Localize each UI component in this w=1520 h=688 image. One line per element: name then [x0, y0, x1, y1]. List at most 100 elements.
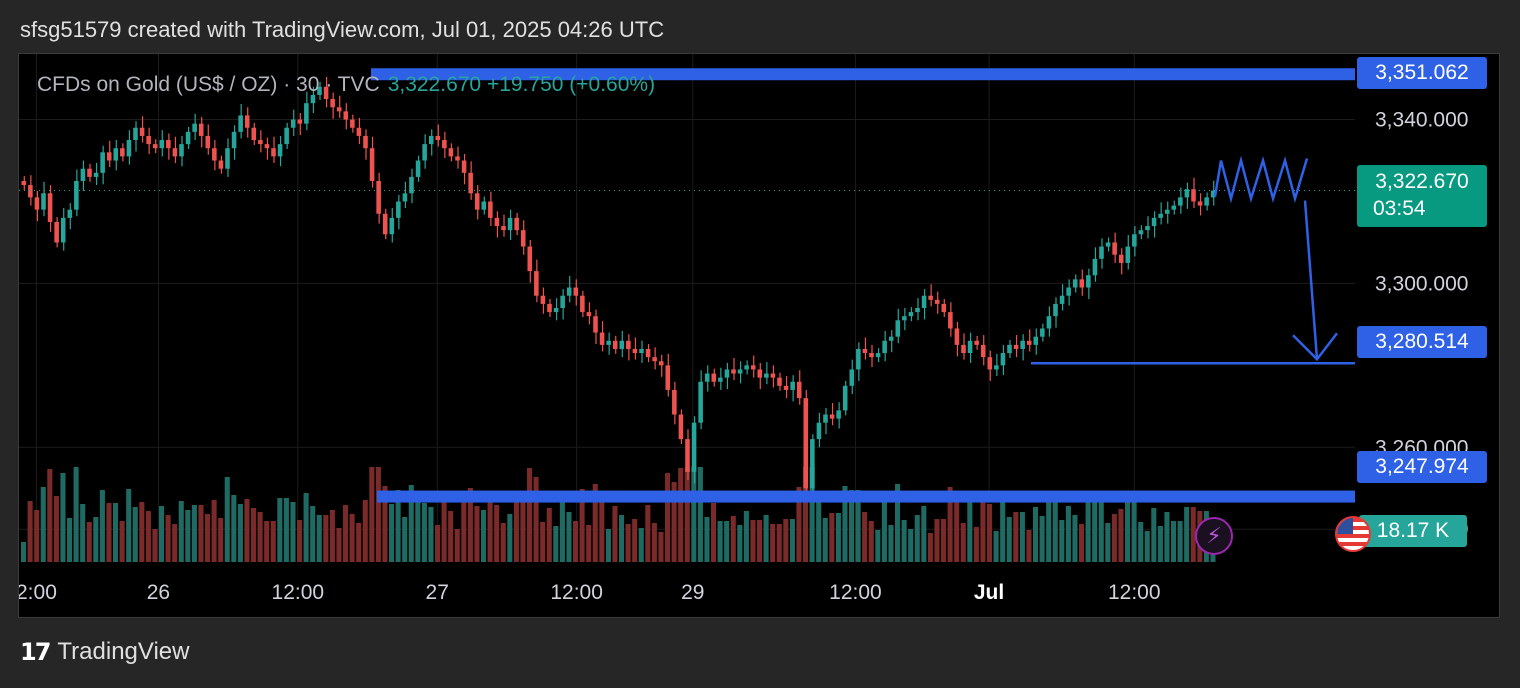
candle-body [172, 148, 178, 157]
chart-caption: sfsg51579 created with TradingView.com, … [20, 17, 665, 42]
volume-bar [1026, 530, 1032, 562]
candle-body [639, 348, 644, 354]
volume-bar [835, 513, 841, 562]
volume-bar [205, 514, 211, 562]
symbol-name[interactable]: CFDs on Gold (US$ / OZ) · 30 · TVC [37, 73, 380, 96]
volume-bar [849, 490, 855, 562]
footer-brand[interactable]: 17 TradingView [20, 638, 189, 666]
candle-body [665, 365, 671, 390]
volume-bar [93, 517, 99, 562]
flash-icon[interactable]: ⚡ [1195, 517, 1233, 555]
candle-body [711, 373, 717, 382]
candle-body [875, 353, 881, 358]
volume-bar [750, 520, 756, 562]
x-tick-label: 12:00 [272, 581, 325, 604]
volume-bar [80, 504, 86, 562]
candle-body [1092, 258, 1098, 276]
candle-body [488, 201, 493, 218]
candle-body [258, 140, 263, 145]
volume-bar [1144, 531, 1150, 562]
volume-bar [435, 525, 441, 562]
volume-bar [448, 511, 454, 562]
volume-bar [270, 521, 276, 562]
candle-body [415, 160, 421, 177]
candle-body [994, 365, 999, 370]
volume-bar [1184, 507, 1190, 562]
candle-body [895, 320, 901, 337]
current-price-tag[interactable]: 3,322.670 03:54 [1357, 165, 1487, 227]
bottom-line-price-tag[interactable]: 3,247.974 [1357, 451, 1487, 483]
volume-bar [579, 489, 585, 562]
volume-bar [172, 524, 178, 562]
volume-bar [605, 529, 611, 562]
candle-body [856, 348, 861, 370]
volume-bar [159, 506, 165, 562]
volume-bar [967, 500, 973, 562]
volume-bar [914, 515, 920, 562]
candle-body [455, 156, 460, 161]
candle-body [60, 217, 66, 243]
x-tick-label: 29 [681, 581, 704, 604]
target-line-price-tag[interactable]: 3,280.514 [1357, 326, 1487, 358]
candle-body [534, 271, 539, 296]
volume-bar [632, 519, 638, 562]
candle-body [21, 181, 27, 186]
us-flag-icon[interactable] [1335, 516, 1371, 552]
volume-bar [303, 493, 309, 562]
volume-bar [1059, 520, 1065, 562]
candle-body [152, 144, 158, 149]
candle-body [225, 148, 230, 169]
candle-body [652, 357, 657, 362]
candle-body [1026, 340, 1032, 345]
volume-bar [139, 502, 145, 562]
candle-body [67, 209, 73, 218]
volume-bar [369, 467, 375, 562]
volume-bar [645, 505, 651, 562]
candle-body [1112, 242, 1117, 255]
candle-body [980, 344, 986, 358]
volume-bar [323, 515, 329, 562]
volume-bar [1046, 493, 1052, 562]
candle-body [1059, 295, 1065, 304]
volume-bar [809, 467, 815, 562]
candle-body [1007, 344, 1012, 354]
volume-bar [474, 506, 480, 562]
candle-body [862, 348, 868, 354]
candle-body [770, 373, 776, 378]
volume-bar [684, 467, 690, 562]
candle-body [606, 340, 611, 345]
volume-bar [757, 520, 763, 562]
candle-body [790, 381, 795, 390]
candle-body [520, 230, 526, 247]
candle-body [507, 217, 513, 231]
symbol-legend[interactable]: CFDs on Gold (US$ / OZ) · 30 · TVC 3,322.… [37, 73, 655, 97]
volume-bar [993, 531, 999, 562]
volume-bar [527, 468, 533, 562]
volume-bar [954, 496, 960, 562]
chart-area[interactable]: 3,240.0003,260.0003,300.0003,340.0002:00… [18, 53, 1500, 618]
x-tick-label: 27 [426, 581, 449, 604]
volume-bar [1151, 508, 1157, 562]
candle-body [277, 144, 283, 157]
candle-body [238, 115, 243, 132]
candlestick-chart[interactable]: 3,240.0003,260.0003,300.0003,340.0002:00… [19, 54, 1500, 618]
candle-body [1210, 190, 1216, 198]
volume-bar [467, 488, 473, 562]
candle-body [967, 340, 973, 354]
volume-bar [1131, 495, 1137, 562]
candle-body [934, 299, 940, 304]
candle-body [74, 181, 79, 210]
top-line-price-tag[interactable]: 3,351.062 [1357, 57, 1487, 89]
candle-body [317, 86, 322, 95]
volume-bar [1171, 521, 1177, 562]
candle-body [1072, 279, 1078, 288]
volume-bar [1033, 507, 1039, 562]
candle-body [336, 107, 342, 112]
volume-bar [126, 489, 132, 562]
candle-body [849, 369, 855, 386]
volume-bar [921, 506, 927, 562]
volume-bar [257, 512, 263, 562]
volume-bar [1111, 514, 1117, 562]
candle-body [356, 127, 362, 136]
volume-bar [461, 497, 467, 562]
